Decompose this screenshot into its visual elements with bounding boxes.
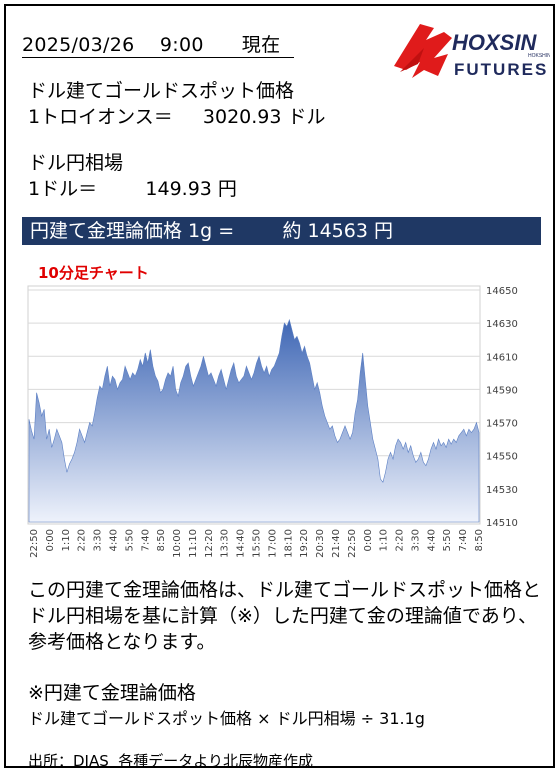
- gold-price-label: ドル建てゴールドスポット価格: [28, 80, 295, 102]
- x-tick-label: 7:40: [458, 529, 469, 551]
- x-tick-label: 7:40: [140, 529, 151, 551]
- price-area-series: [28, 318, 480, 523]
- logo-small-text: HOKSHIN: [528, 53, 550, 59]
- x-tick-label: 3:30: [93, 529, 104, 551]
- chart-title: 10分足チャート: [38, 264, 149, 282]
- x-tick-label: 18:10: [283, 529, 294, 558]
- description-text: この円建て金理論価格は、ドル建てゴールドスポット価格とドル円相場を基に計算（※）…: [28, 579, 542, 653]
- x-tick-label: 4:40: [426, 529, 437, 551]
- x-tick-label: 20:30: [315, 529, 326, 558]
- y-tick-label: 14650: [486, 286, 518, 297]
- gold-price-value: 1トロイオンス＝ 3020.93 ドル: [28, 106, 326, 128]
- source-note: 出所：DIAS 各種データより北辰物産作成: [28, 752, 313, 770]
- x-tick-label: 2:20: [77, 529, 88, 551]
- price-chart: 14510 14530 14550 14570 14590 14610 14630 14650…: [20, 284, 540, 562]
- formula-heading: ※円建て金理論価格: [28, 682, 196, 704]
- y-tick-label: 14570: [486, 419, 518, 430]
- x-tick-label: 19:20: [299, 529, 310, 558]
- usdjpy-value: 1ドル＝ 149.93 円: [28, 178, 237, 200]
- x-tick-label: 8:50: [474, 529, 485, 551]
- x-tick-label: 1:10: [379, 529, 390, 551]
- x-tick-label: 22:50: [347, 529, 358, 558]
- y-tick-label: 14590: [486, 385, 518, 396]
- x-tick-label: 21:40: [331, 529, 342, 558]
- y-tick-label: 14610: [486, 352, 518, 363]
- x-tick-label: 11:10: [188, 529, 199, 558]
- x-tick-label: 5:50: [124, 529, 135, 551]
- x-tick-label: 5:50: [442, 529, 453, 551]
- chart-svg: 14510 14530 14550 14570 14590 14610 14630 14650…: [27, 285, 518, 558]
- hoxsin-futures-logo: HOXSIN HOKSHIN FUTURES: [390, 18, 551, 84]
- x-tick-label: 14:40: [236, 529, 247, 558]
- x-tick-label: 2:20: [395, 529, 406, 551]
- x-tick-label: 22:50: [29, 529, 40, 558]
- usdjpy-label: ドル円相場: [28, 152, 124, 174]
- x-tick-label: 4:40: [109, 529, 120, 551]
- logo-subtitle: FUTURES: [454, 60, 548, 79]
- x-tick-label: 1:10: [61, 529, 72, 551]
- y-tick-label: 14550: [486, 452, 518, 463]
- x-tick-label: 0:00: [45, 529, 56, 551]
- x-tick-label: 12:20: [204, 529, 215, 558]
- x-tick-label: 0:00: [363, 529, 374, 551]
- x-tick-label: 17:00: [267, 529, 278, 558]
- x-tick-label: 8:50: [156, 529, 167, 551]
- x-tick-label: 13:30: [220, 529, 231, 558]
- y-tick-label: 14530: [486, 485, 518, 496]
- x-tick-label: 10:00: [172, 529, 183, 558]
- x-tick-label: 15:50: [252, 529, 263, 558]
- page-frame: 2025/03/26 9:00 現在 HOXSIN HOKSHIN FUTURE…: [4, 4, 555, 770]
- y-tick-label: 14630: [486, 319, 518, 330]
- logo-wordmark: HOXSIN: [452, 30, 537, 55]
- x-tick-label: 3:30: [410, 529, 421, 551]
- formula-text: ドル建てゴールドスポット価格 × ドル円相場 ÷ 31.1g: [28, 709, 425, 728]
- y-tick-label: 14510: [486, 518, 518, 529]
- date-line: 2025/03/26 9:00 現在: [22, 30, 295, 58]
- theoretical-price-banner: 円建て金理論価格 1g = 約 14563 円: [22, 217, 541, 245]
